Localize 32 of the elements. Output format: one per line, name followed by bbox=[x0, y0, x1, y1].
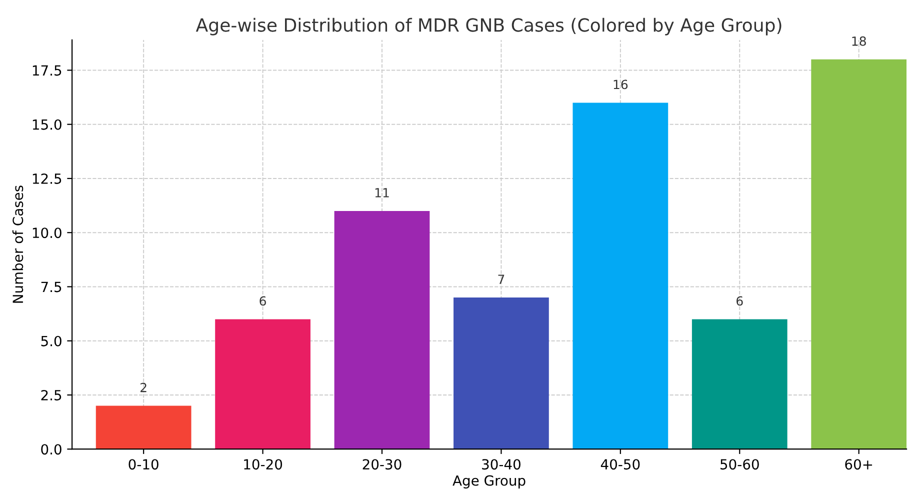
x-tick-label: 40-50 bbox=[600, 459, 640, 470]
bar bbox=[454, 298, 549, 450]
y-tick-label: 10.0 bbox=[32, 228, 62, 238]
y-tick-label: 2.5 bbox=[41, 390, 62, 400]
bar bbox=[692, 319, 788, 450]
data-label: 16 bbox=[614, 80, 628, 90]
bar bbox=[215, 319, 310, 450]
bar bbox=[572, 102, 668, 450]
data-label: 2 bbox=[140, 382, 146, 392]
y-tick-label: 0.0 bbox=[41, 444, 62, 455]
x-tick-label: 50-60 bbox=[720, 459, 759, 470]
y-tick-label: 17.5 bbox=[32, 65, 62, 76]
x-tick-label: 30-40 bbox=[482, 459, 520, 470]
x-tick-label: 10-20 bbox=[244, 459, 282, 470]
bar bbox=[334, 210, 430, 450]
chart-title: Age-wise Distribution of MDR GNB Cases (Colored by Age Group) bbox=[196, 18, 782, 36]
data-label: 7 bbox=[498, 274, 504, 284]
x-tick-label: 0-10 bbox=[128, 459, 158, 470]
bar bbox=[811, 59, 907, 450]
bar bbox=[96, 406, 192, 450]
y-tick-label: 7.5 bbox=[41, 282, 62, 292]
data-label: 6 bbox=[260, 296, 266, 306]
y-axis-title: Number of Cases bbox=[12, 186, 24, 303]
data-label: 11 bbox=[375, 188, 389, 198]
x-tick-label: 20-30 bbox=[362, 459, 402, 470]
data-label: 6 bbox=[736, 296, 743, 306]
y-tick-label: 15.0 bbox=[32, 119, 62, 130]
y-tick-label: 5.0 bbox=[41, 336, 62, 346]
x-axis-title: Age Group bbox=[452, 475, 526, 488]
y-tick-label: 12.5 bbox=[32, 173, 62, 184]
x-tick-label: 60+ bbox=[845, 459, 872, 470]
data-label: 18 bbox=[852, 36, 866, 46]
